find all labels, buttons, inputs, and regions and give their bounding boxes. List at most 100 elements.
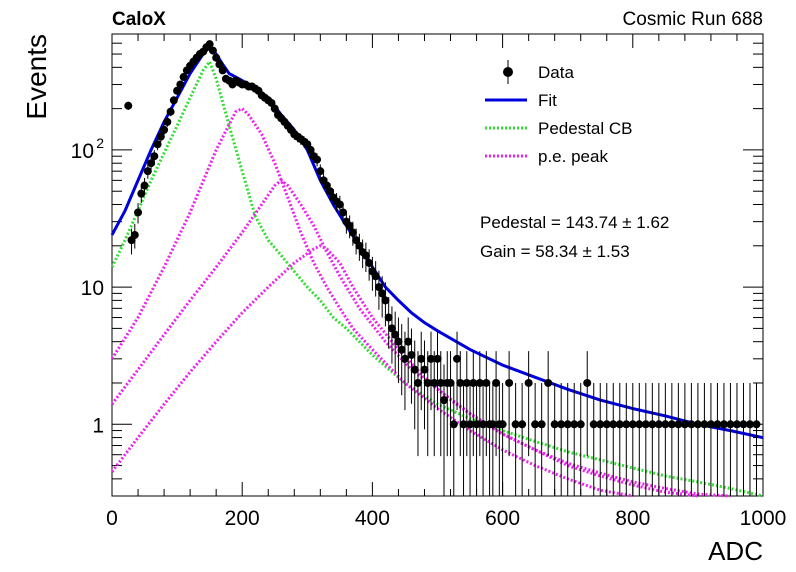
data-point [609, 420, 618, 429]
legend-marker [503, 67, 513, 77]
data-point [205, 40, 214, 49]
data-point [173, 86, 182, 95]
data-point [596, 420, 605, 429]
data-point [713, 420, 722, 429]
data-point [166, 107, 175, 116]
data-point [654, 420, 663, 429]
data-point [371, 272, 380, 281]
data-point [124, 101, 133, 110]
legend-entry: Data [503, 60, 574, 84]
data-point [482, 378, 491, 387]
data-point [687, 420, 696, 429]
data-point [143, 167, 152, 176]
data-point [505, 378, 514, 387]
data-point [348, 228, 357, 237]
data-point [524, 378, 533, 387]
data-point [306, 145, 315, 154]
legend-entry: Fit [485, 91, 557, 110]
data-point [179, 73, 188, 82]
x-axis-title: ADC [708, 536, 763, 566]
data-point [361, 251, 370, 260]
curve-p-e-peak-2 [110, 178, 699, 498]
data-point [384, 313, 393, 322]
data-point [413, 378, 422, 387]
data-point [700, 420, 709, 429]
data-point [667, 420, 676, 429]
experiment-label: CaloX [112, 9, 166, 30]
y-tick-label: 1 [92, 414, 104, 437]
data-point [466, 420, 475, 429]
data-point [140, 181, 149, 190]
data-point [446, 378, 455, 387]
data-point [335, 200, 344, 209]
x-tick-label: 800 [615, 507, 650, 530]
data-point [576, 420, 585, 429]
data-point [459, 420, 468, 429]
y-tick-label: 10 [81, 277, 104, 300]
data-point [404, 337, 413, 346]
data-point [492, 378, 501, 387]
data-point [557, 420, 566, 429]
data-point [475, 378, 484, 387]
legend: Data Fit Pedestal CB p.e. peak [485, 60, 633, 166]
data-point [218, 66, 227, 75]
data-point [537, 420, 546, 429]
data-point [680, 420, 689, 429]
run-label: Cosmic Run 688 [623, 9, 763, 30]
data-point [391, 330, 400, 339]
data-point [635, 420, 644, 429]
data-point [163, 117, 172, 126]
data-point [752, 420, 761, 429]
x-tick-label: 1000 [740, 507, 787, 530]
data-point [169, 96, 178, 105]
x-tick-label: 400 [355, 507, 390, 530]
data-point [326, 187, 335, 196]
pedestal-result: Pedestal = 143.74 ± 1.62 [480, 213, 669, 232]
data-points [124, 40, 761, 496]
data-point [544, 378, 553, 387]
data-point [381, 296, 390, 305]
y-tick-exponent: 2 [96, 135, 104, 151]
data-point [215, 60, 224, 69]
data-point [745, 420, 754, 429]
data-point [498, 420, 507, 429]
data-point [462, 378, 471, 387]
curve-pedestal-cb [110, 58, 764, 498]
data-point [456, 378, 465, 387]
legend-label: p.e. peak [538, 147, 608, 166]
data-point [417, 354, 426, 363]
data-point [488, 420, 497, 429]
data-point [147, 159, 156, 168]
data-point [270, 104, 279, 113]
x-tick-label: 0 [106, 507, 118, 530]
y-axis-title: Events [21, 34, 52, 120]
gain-result: Gain = 58.34 ± 1.53 [480, 242, 630, 261]
data-point [453, 354, 462, 363]
data-point [433, 354, 442, 363]
data-point [615, 420, 624, 429]
data-point [641, 420, 650, 429]
data-point [674, 420, 683, 429]
data-point [160, 125, 169, 134]
data-point [423, 378, 432, 387]
data-point [440, 396, 449, 405]
data-point [469, 378, 478, 387]
data-point [719, 420, 728, 429]
y-tick-label: 10 [71, 140, 94, 163]
legend-entry: Pedestal CB [485, 119, 633, 138]
legend-label: Pedestal CB [538, 119, 633, 138]
data-point [430, 378, 439, 387]
data-point [130, 230, 139, 239]
data-point [153, 140, 162, 149]
data-point [732, 420, 741, 429]
data-point [426, 354, 435, 363]
data-point [176, 80, 185, 89]
data-point [208, 46, 217, 55]
data-point [339, 208, 348, 217]
data-point [355, 241, 364, 250]
data-point [378, 289, 387, 298]
data-point [397, 345, 406, 354]
data-point [150, 152, 159, 161]
